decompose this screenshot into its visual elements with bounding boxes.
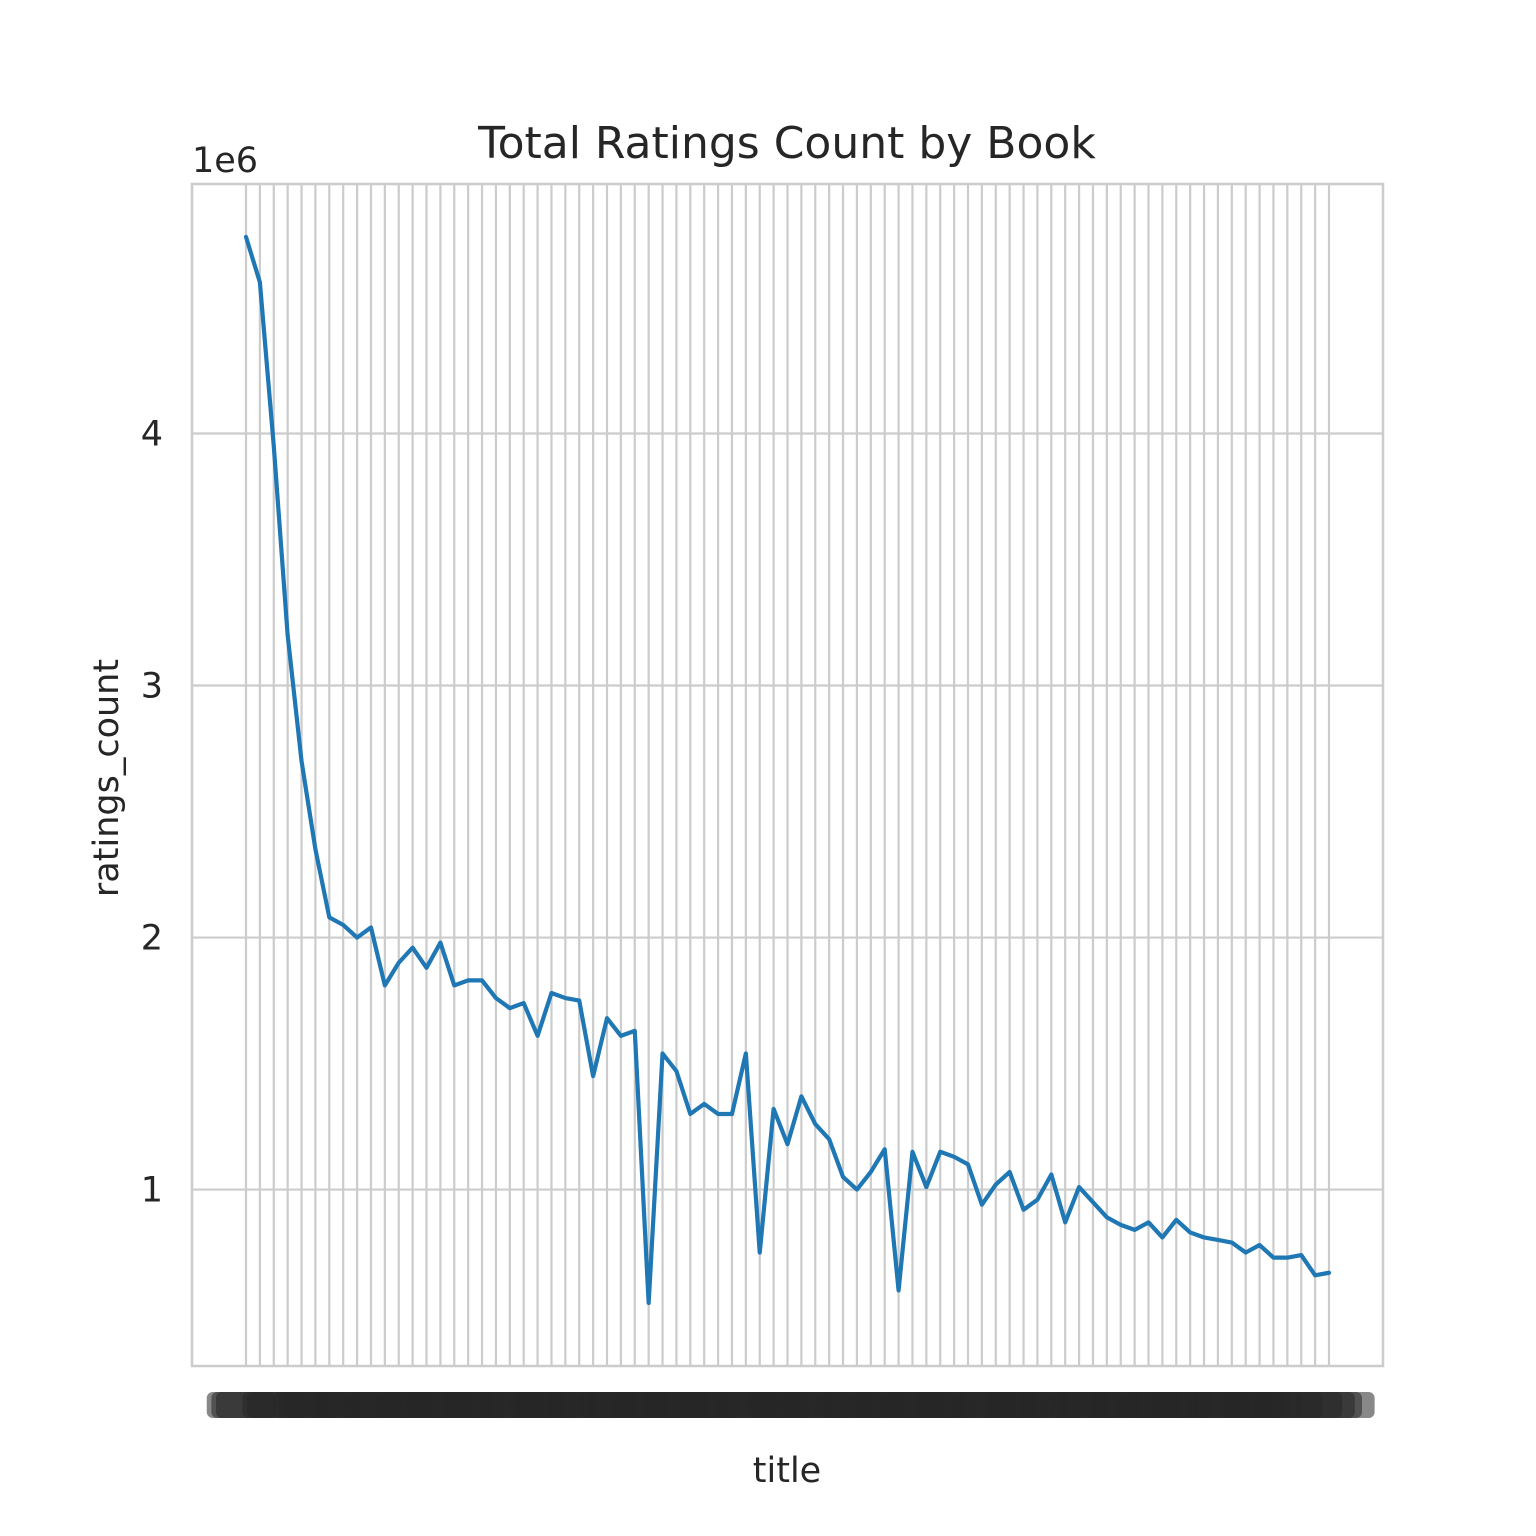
- x-gridlines: [244, 184, 1331, 1366]
- chart-title: Total Ratings Count by Book: [477, 118, 1096, 169]
- x-tick-label: [1296, 1392, 1362, 1418]
- plot-frame: [190, 182, 1385, 1368]
- y-tick-label: 2: [141, 919, 163, 959]
- series-line: [243, 234, 1332, 1306]
- x-tick-labels: [206, 1392, 1375, 1418]
- y-tick-label: 3: [141, 667, 163, 707]
- y-tick-label: 4: [141, 415, 163, 455]
- y-tick-label: 1: [141, 1171, 163, 1211]
- y-offset-label: 1e6: [192, 141, 258, 181]
- y-tick-labels: 1 2 3 4: [141, 415, 163, 1211]
- x-axis-label: title: [753, 1451, 821, 1491]
- y-axis-label: ratings_count: [87, 659, 127, 897]
- y-gridlines: [192, 432, 1383, 1191]
